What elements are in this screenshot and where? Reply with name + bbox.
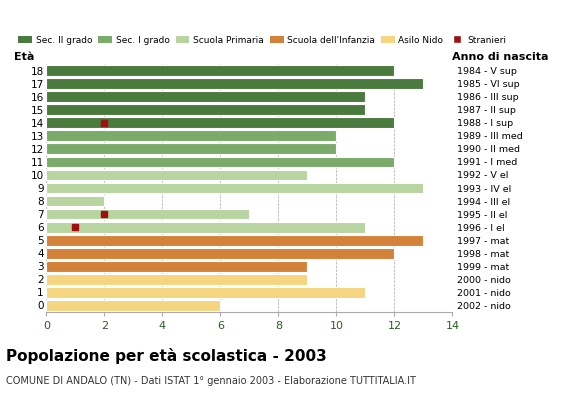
Bar	[46, 65, 394, 76]
Bar	[46, 248, 394, 259]
Text: Anno di nascita: Anno di nascita	[452, 52, 549, 62]
Bar	[46, 117, 394, 128]
Bar	[46, 78, 423, 89]
Bar	[46, 183, 423, 193]
Bar	[46, 222, 365, 232]
Bar	[46, 300, 220, 311]
Bar	[46, 91, 365, 102]
Legend: Sec. II grado, Sec. I grado, Scuola Primaria, Scuola dell'Infanzia, Asilo Nido, : Sec. II grado, Sec. I grado, Scuola Prim…	[19, 36, 506, 45]
Bar	[46, 287, 365, 298]
Bar	[46, 130, 336, 141]
Text: COMUNE DI ANDALO (TN) - Dati ISTAT 1° gennaio 2003 - Elaborazione TUTTITALIA.IT: COMUNE DI ANDALO (TN) - Dati ISTAT 1° ge…	[6, 376, 416, 386]
Bar	[46, 235, 423, 246]
Text: Popolazione per età scolastica - 2003: Popolazione per età scolastica - 2003	[6, 348, 327, 364]
Text: Età: Età	[14, 52, 34, 62]
Bar	[46, 261, 307, 272]
Bar	[46, 104, 365, 115]
Bar	[46, 144, 336, 154]
Bar	[46, 196, 104, 206]
Bar	[46, 170, 307, 180]
Bar	[46, 209, 249, 220]
Bar	[46, 274, 307, 285]
Bar	[46, 156, 394, 167]
